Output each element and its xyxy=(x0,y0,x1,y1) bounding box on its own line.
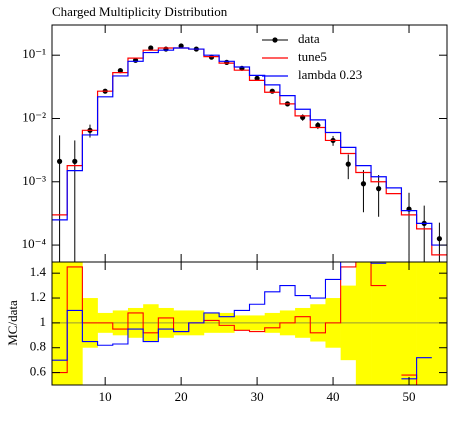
data-point xyxy=(269,88,275,94)
step-line xyxy=(52,47,447,256)
data-point xyxy=(56,158,63,164)
legend-label: lambda 0.23 xyxy=(298,67,362,82)
plot-area xyxy=(52,262,447,385)
y-tick-label: 10⁻² xyxy=(22,109,46,124)
data-point xyxy=(148,45,154,51)
y-tick-label: 0.8 xyxy=(30,339,46,354)
plot-area xyxy=(52,43,447,262)
data-point xyxy=(117,68,123,74)
y-tick-label: 1.2 xyxy=(30,289,46,304)
data-point xyxy=(224,59,230,65)
y-tick-label: 0.6 xyxy=(30,364,47,379)
error-band xyxy=(52,262,68,385)
x-tick-label: 30 xyxy=(251,389,264,404)
error-band xyxy=(355,262,372,385)
error-band xyxy=(401,262,417,385)
legend-label: tune5 xyxy=(298,49,327,64)
ratio-line xyxy=(52,262,432,385)
error-band xyxy=(431,262,447,385)
data-point xyxy=(360,181,367,187)
error-band xyxy=(416,262,433,385)
y-tick-label: 10⁻⁴ xyxy=(22,236,47,251)
error-band xyxy=(67,262,83,385)
x-tick-label: 20 xyxy=(175,389,188,404)
y-axis-label: MC/data xyxy=(5,300,20,346)
y-tick-label: 10⁻¹ xyxy=(22,46,46,61)
x-tick-label: 50 xyxy=(403,389,416,404)
step-line xyxy=(52,47,447,246)
frame xyxy=(51,24,448,263)
y-tick-label: 1.4 xyxy=(30,264,47,279)
frame xyxy=(51,261,448,386)
chart-title: Charged Multiplicity Distribution xyxy=(52,4,228,19)
data-point xyxy=(72,158,78,164)
legend-label: data xyxy=(298,31,320,46)
y-tick-label: 10⁻³ xyxy=(22,173,46,188)
error-band xyxy=(371,262,387,385)
x-tick-label: 40 xyxy=(327,389,340,404)
data-point xyxy=(254,75,260,81)
data-point xyxy=(376,186,382,192)
x-tick-label: 10 xyxy=(99,389,112,404)
data-point xyxy=(345,161,351,167)
data-point xyxy=(163,46,169,52)
error-band xyxy=(386,262,402,385)
y-tick-label: 1 xyxy=(40,314,47,329)
data-point xyxy=(178,43,184,49)
data-point xyxy=(436,236,443,242)
legend-symbol xyxy=(272,37,278,43)
data-point xyxy=(315,122,321,128)
